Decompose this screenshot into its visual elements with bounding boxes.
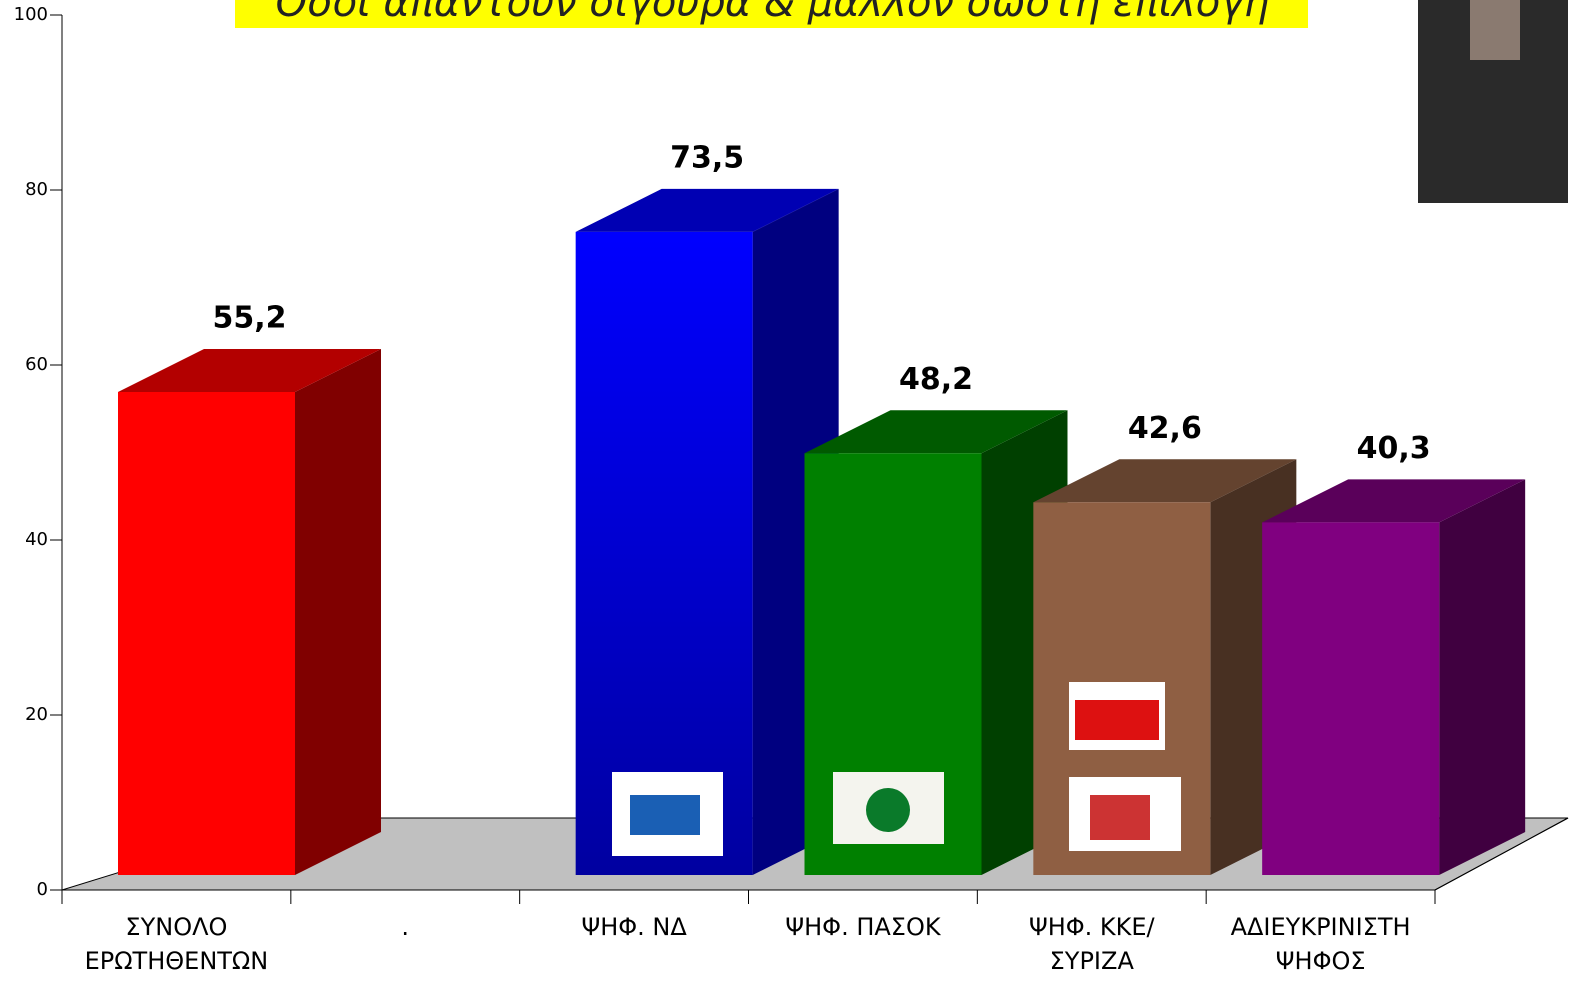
y-tick-label: 0 bbox=[37, 879, 48, 900]
value-label: 48,2 bbox=[899, 362, 973, 397]
x-tick-label: ΨΗΦ. ΝΔ bbox=[581, 913, 687, 941]
bar bbox=[575, 231, 753, 875]
value-label: 40,3 bbox=[1357, 431, 1431, 466]
y-tick-label: 20 bbox=[25, 704, 48, 725]
y-tick-label: 80 bbox=[25, 179, 48, 200]
bar bbox=[118, 392, 295, 875]
bar-side bbox=[295, 349, 381, 875]
logos bbox=[612, 682, 1181, 856]
chart-title: Όσοι απαντούν σίγουρα & μάλλον σωστή επι… bbox=[235, 0, 1308, 28]
value-label: 42,6 bbox=[1128, 411, 1202, 446]
y-tick-label: 60 bbox=[25, 354, 48, 375]
value-label: 73,5 bbox=[670, 140, 744, 175]
y-tick-label: 100 bbox=[14, 4, 48, 25]
x-tick-label: ΣΥΝΟΛΟ ΕΡΩΤΗΘΕΝΤΩΝ bbox=[84, 913, 269, 975]
photo-detail bbox=[1470, 0, 1520, 60]
bar-top bbox=[575, 188, 839, 232]
bar-top bbox=[118, 349, 381, 392]
x-tick-label: ΑΔΙΕΥΚΡΙΝΙΣΤΗ ΨΗΦΟΣ bbox=[1230, 913, 1411, 975]
bar-side bbox=[1439, 479, 1526, 875]
logo-syriza-mark bbox=[1090, 795, 1150, 840]
bar-top bbox=[804, 410, 1068, 454]
bar-top bbox=[1033, 459, 1297, 503]
floor-edge bbox=[1434, 817, 1569, 891]
x-tick-label: . bbox=[401, 913, 410, 941]
value-label: 55,2 bbox=[212, 301, 286, 336]
bar bbox=[1262, 522, 1440, 875]
x-tick-label: ΨΗΦ. ΚΚΕ/ ΣΥΡΙΖΑ bbox=[1028, 913, 1155, 975]
x-tick-label: ΨΗΦ. ΠΑΣΟΚ bbox=[785, 913, 941, 941]
bars bbox=[118, 188, 1526, 875]
logo-pasok-sun bbox=[866, 788, 910, 832]
logo-nd-mark bbox=[630, 795, 700, 835]
bar-top bbox=[1262, 479, 1526, 523]
logo-kke-mark bbox=[1075, 700, 1159, 740]
y-tick-label: 40 bbox=[25, 529, 48, 550]
